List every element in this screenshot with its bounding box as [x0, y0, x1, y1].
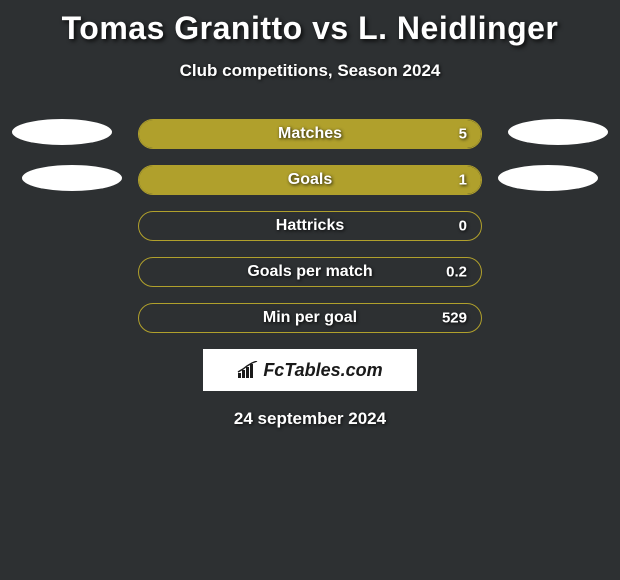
stat-label: Goals [288, 171, 332, 189]
stats-block: Matches 5 Goals 1 Hattricks 0 [0, 119, 620, 333]
stat-row: Matches 5 [0, 119, 620, 149]
date-label: 24 september 2024 [0, 409, 620, 429]
bar-fill-left [139, 166, 146, 194]
stat-value-right: 529 [442, 310, 467, 327]
stat-bar: Matches 5 [138, 119, 482, 149]
bar-chart-icon [237, 361, 259, 379]
logo-box: FcTables.com [203, 349, 417, 391]
logo: FcTables.com [237, 360, 382, 381]
stat-value-right: 1 [459, 172, 467, 189]
stat-bar: Hattricks 0 [138, 211, 482, 241]
stat-row: Min per goal 529 [0, 303, 620, 333]
stat-value-right: 0 [459, 218, 467, 235]
stat-value-right: 5 [459, 126, 467, 143]
page-title: Tomas Granitto vs L. Neidlinger [0, 10, 620, 47]
page-subtitle: Club competitions, Season 2024 [0, 61, 620, 81]
bar-fill-left [139, 120, 146, 148]
stat-row: Goals 1 [0, 165, 620, 195]
stat-bar: Goals 1 [138, 165, 482, 195]
comparison-card: Tomas Granitto vs L. Neidlinger Club com… [0, 0, 620, 429]
stat-row: Goals per match 0.2 [0, 257, 620, 287]
stat-label: Hattricks [276, 217, 344, 235]
stat-bar: Goals per match 0.2 [138, 257, 482, 287]
stat-bar: Min per goal 529 [138, 303, 482, 333]
stat-label: Min per goal [263, 309, 357, 327]
logo-text: FcTables.com [263, 360, 382, 381]
stat-row: Hattricks 0 [0, 211, 620, 241]
stat-label: Goals per match [247, 263, 372, 281]
stat-value-right: 0.2 [446, 264, 467, 281]
stat-label: Matches [278, 125, 342, 143]
